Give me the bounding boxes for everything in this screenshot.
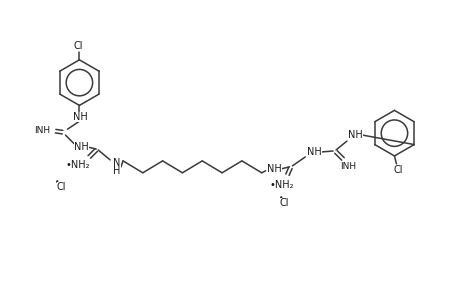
Text: INH: INH: [339, 162, 355, 171]
Text: N: N: [113, 158, 120, 168]
Text: NH: NH: [306, 147, 321, 157]
Text: INH: INH: [34, 126, 50, 135]
Text: NH: NH: [267, 164, 281, 174]
Text: Cl: Cl: [279, 197, 289, 208]
Text: •NH₂: •NH₂: [269, 180, 293, 190]
Text: Cl: Cl: [73, 41, 83, 51]
Text: Cl: Cl: [393, 165, 402, 175]
Text: •: •: [279, 194, 283, 203]
Text: H: H: [113, 166, 120, 176]
Text: NH: NH: [74, 142, 89, 152]
Text: •: •: [55, 178, 60, 187]
Text: •NH₂: •NH₂: [65, 160, 90, 170]
Text: Cl: Cl: [57, 182, 66, 192]
Text: NH: NH: [347, 130, 363, 140]
Text: NH: NH: [73, 112, 88, 122]
